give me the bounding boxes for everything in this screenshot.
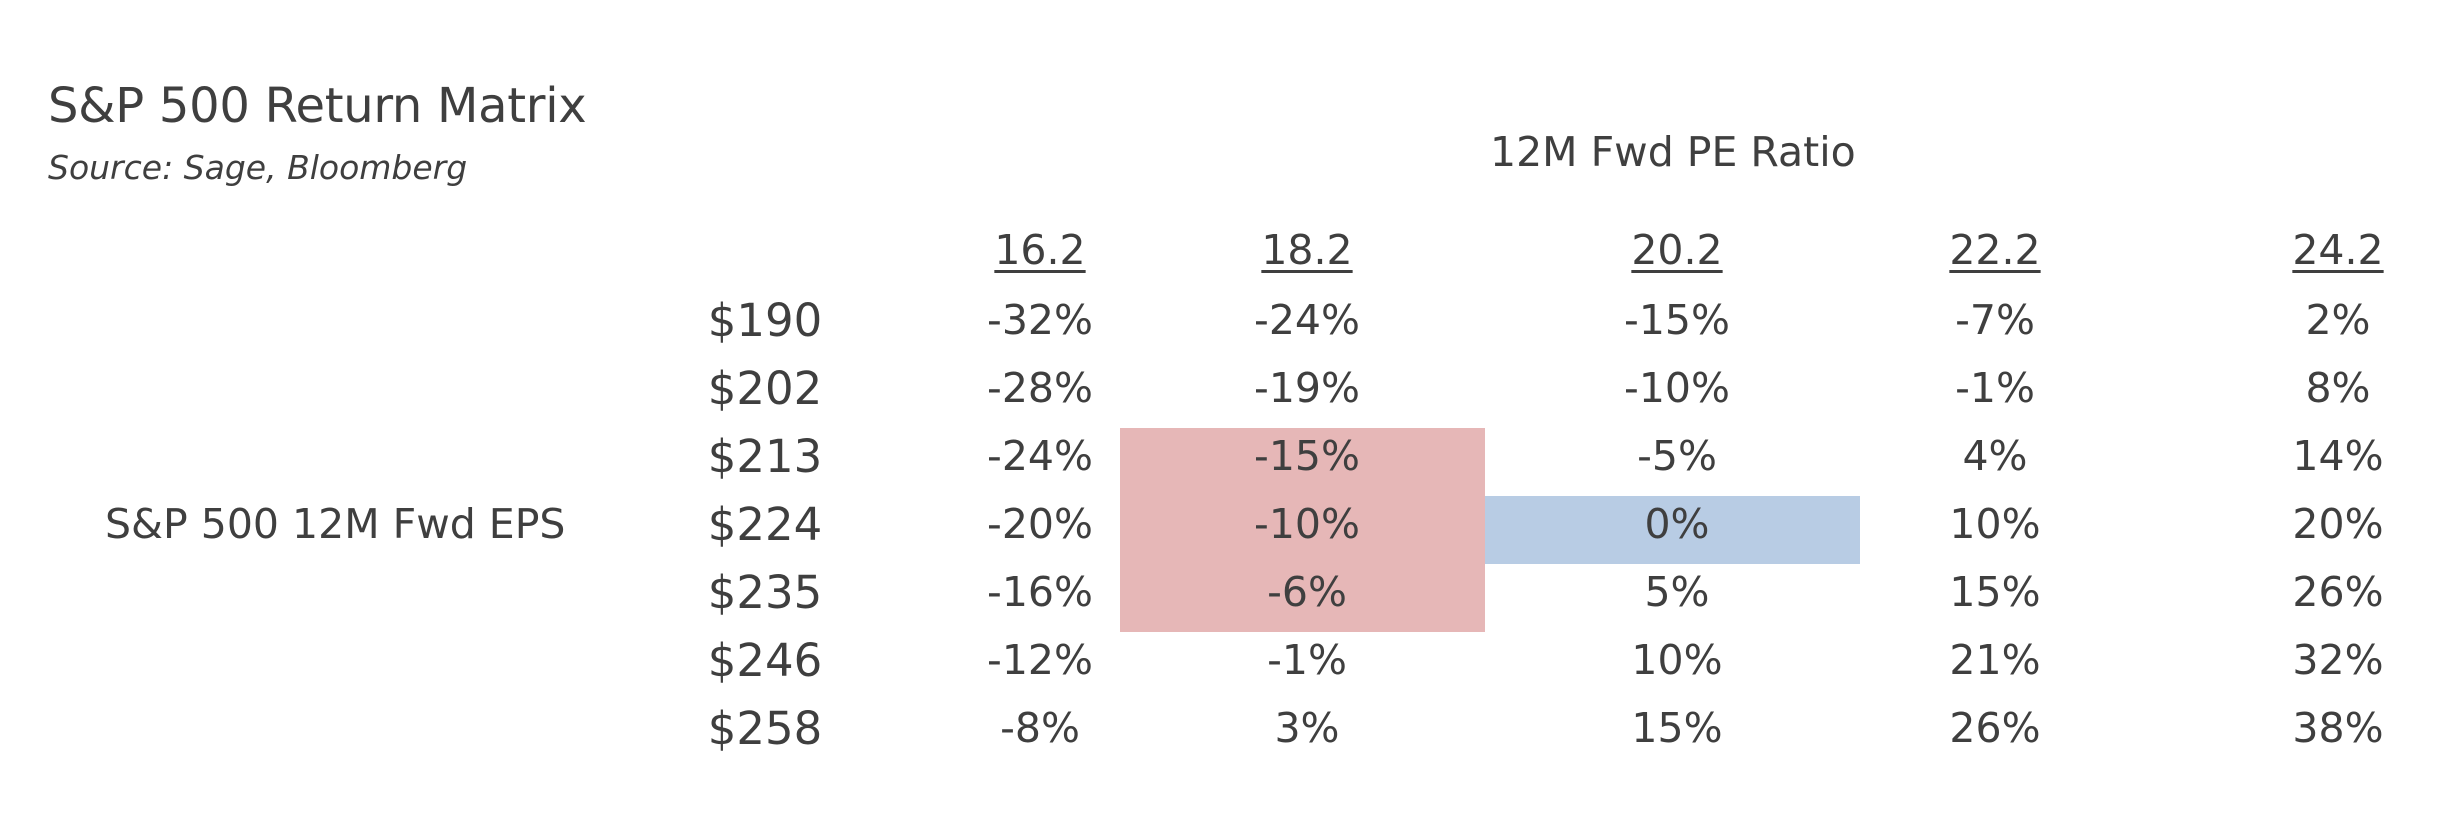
pe-column-header: 22.2 [1949,226,2041,274]
pe-column-header: 18.2 [1261,226,1353,274]
return-value-cell: 10% [1949,500,2041,548]
eps-row-label: $202 [707,362,823,415]
return-value-cell: 5% [1644,568,1710,616]
eps-row-label: $224 [707,498,823,551]
return-value-cell: -12% [987,636,1093,684]
return-value-cell: -28% [987,364,1093,412]
highlight-block-1 [1120,428,1485,632]
eps-row-label: $258 [707,702,823,755]
return-value-cell: 8% [2305,364,2371,412]
return-value-cell: -6% [1267,568,1347,616]
return-value-cell: -10% [1254,500,1360,548]
return-value-cell: 10% [1631,636,1723,684]
return-value-cell: 32% [2292,636,2384,684]
return-value-cell: -7% [1955,296,2035,344]
return-value-cell: -10% [1624,364,1730,412]
return-value-cell: -32% [987,296,1093,344]
return-value-cell: -19% [1254,364,1360,412]
chart-title: S&P 500 Return Matrix [48,78,587,134]
eps-row-label: $213 [707,430,823,483]
chart-source: Source: Sage, Bloomberg [48,148,468,187]
return-value-cell: -24% [1254,296,1360,344]
return-value-cell: 20% [2292,500,2384,548]
return-value-cell: -20% [987,500,1093,548]
return-value-cell: -15% [1624,296,1730,344]
return-value-cell: 15% [1949,568,2041,616]
highlight-block-2 [1485,496,1860,564]
return-value-cell: -1% [1267,636,1347,684]
pe-column-header: 16.2 [994,226,1086,274]
return-value-cell: -24% [987,432,1093,480]
return-value-cell: 21% [1949,636,2041,684]
return-value-cell: 4% [1962,432,2028,480]
return-value-cell: -5% [1637,432,1717,480]
return-value-cell: -8% [1000,704,1080,752]
return-value-cell: 3% [1274,704,1340,752]
return-value-cell: 0% [1644,500,1710,548]
return-value-cell: -16% [987,568,1093,616]
pe-column-header: 20.2 [1631,226,1723,274]
return-value-cell: -1% [1955,364,2035,412]
return-value-cell: 38% [2292,704,2384,752]
eps-row-label: $246 [707,634,823,687]
eps-row-label: $235 [707,566,823,619]
pe-column-header: 24.2 [2292,226,2384,274]
return-value-cell: 2% [2305,296,2371,344]
return-value-cell: 14% [2292,432,2384,480]
return-value-cell: 26% [2292,568,2384,616]
return-value-cell: -15% [1254,432,1360,480]
return-value-cell: 15% [1631,704,1723,752]
return-value-cell: 26% [1949,704,2041,752]
column-axis-label: 12M Fwd PE Ratio [1490,128,1856,176]
row-axis-label: S&P 500 12M Fwd EPS [105,500,566,548]
eps-row-label: $190 [707,294,823,347]
